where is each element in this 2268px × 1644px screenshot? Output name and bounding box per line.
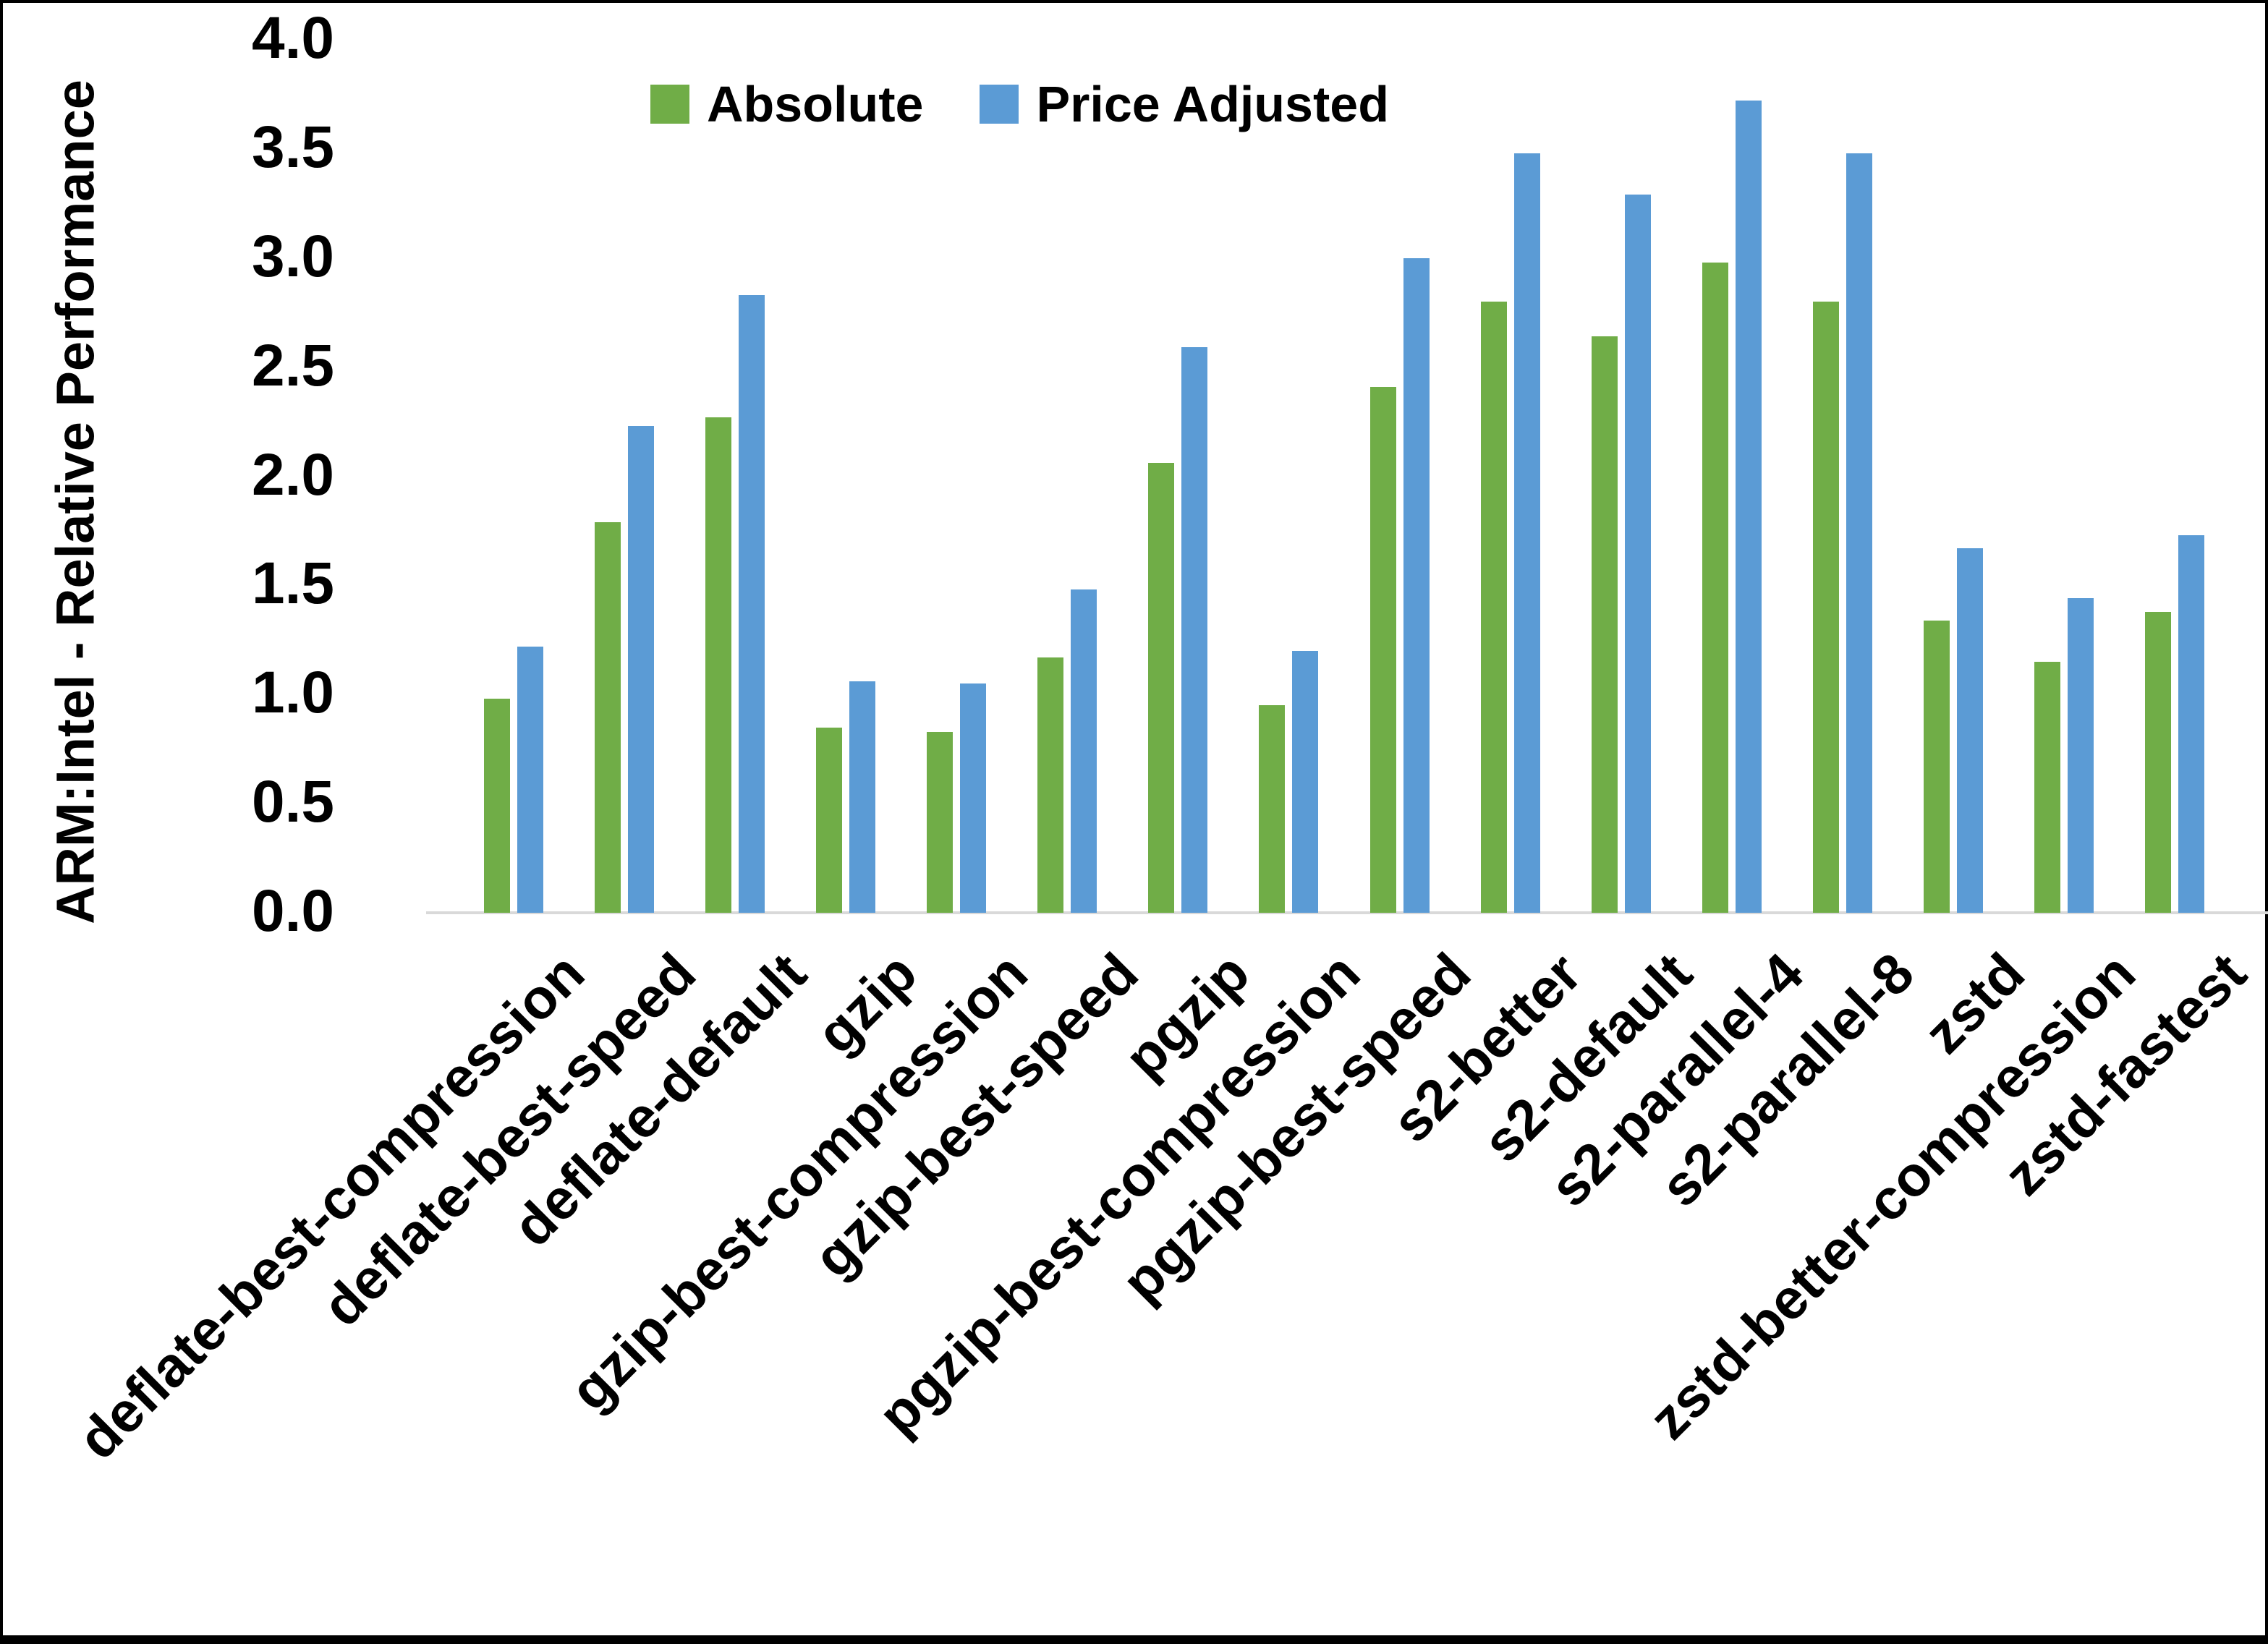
legend: Absolute Price Adjusted — [650, 75, 1389, 133]
bar-absolute — [1369, 386, 1396, 913]
y-tick-label: 2.0 — [252, 441, 334, 508]
bar-price-adjusted — [1846, 153, 1873, 913]
bar-absolute — [1813, 302, 1840, 913]
x-axis-line — [426, 911, 2268, 914]
bar-absolute — [927, 731, 954, 913]
y-tick-label: 2.5 — [252, 332, 334, 399]
y-tick-label: 0.5 — [252, 769, 334, 835]
bar-absolute — [815, 727, 842, 913]
bar-absolute — [1037, 657, 1064, 913]
bar-price-adjusted — [2068, 598, 2094, 913]
legend-item-price-adjusted: Price Adjusted — [980, 75, 1389, 133]
y-tick-label: 0.0 — [252, 878, 334, 945]
bar-price-adjusted — [627, 426, 654, 913]
bar-absolute — [1480, 302, 1507, 913]
bar-price-adjusted — [738, 295, 765, 913]
bar-price-adjusted — [1735, 101, 1762, 913]
bar-price-adjusted — [1292, 650, 1319, 913]
bar-price-adjusted — [1624, 195, 1651, 913]
y-tick-label: 3.5 — [252, 114, 334, 180]
bar-price-adjusted — [1513, 153, 1540, 913]
bar-absolute — [1591, 336, 1618, 913]
legend-swatch-price-adjusted-icon — [980, 85, 1019, 124]
bar-price-adjusted — [960, 683, 987, 913]
legend-label-absolute: Absolute — [707, 76, 924, 132]
bar-absolute — [1148, 463, 1175, 913]
bar-price-adjusted — [517, 646, 543, 913]
bar-absolute — [1924, 620, 1950, 913]
y-tick-label: 3.0 — [252, 223, 334, 289]
bar-absolute — [705, 417, 731, 913]
y-tick-label: 1.0 — [252, 660, 334, 726]
y-tick-label: 4.0 — [252, 5, 334, 72]
legend-item-absolute: Absolute — [650, 75, 923, 133]
bar-price-adjusted — [1403, 257, 1430, 913]
bar-price-adjusted — [1957, 548, 1984, 913]
bar-absolute — [2145, 611, 2172, 913]
bar-absolute — [2034, 661, 2061, 913]
bar-price-adjusted — [1181, 347, 1208, 913]
legend-swatch-absolute-icon — [650, 85, 689, 124]
bar-price-adjusted — [1071, 589, 1097, 913]
bar-absolute — [594, 521, 621, 913]
y-tick-label: 1.5 — [252, 550, 334, 617]
bar-price-adjusted — [849, 681, 875, 913]
bar-absolute — [483, 699, 510, 913]
bar-absolute — [1702, 262, 1728, 913]
bar-price-adjusted — [2178, 534, 2205, 913]
bar-absolute — [1259, 705, 1286, 913]
plot-area: 4.0 3.5 3.0 2.5 2.0 1.5 1.0 0.5 0.0 deflate-best… — [3, 3, 2268, 1635]
legend-label-price-adjusted: Price Adjusted — [1036, 76, 1389, 132]
